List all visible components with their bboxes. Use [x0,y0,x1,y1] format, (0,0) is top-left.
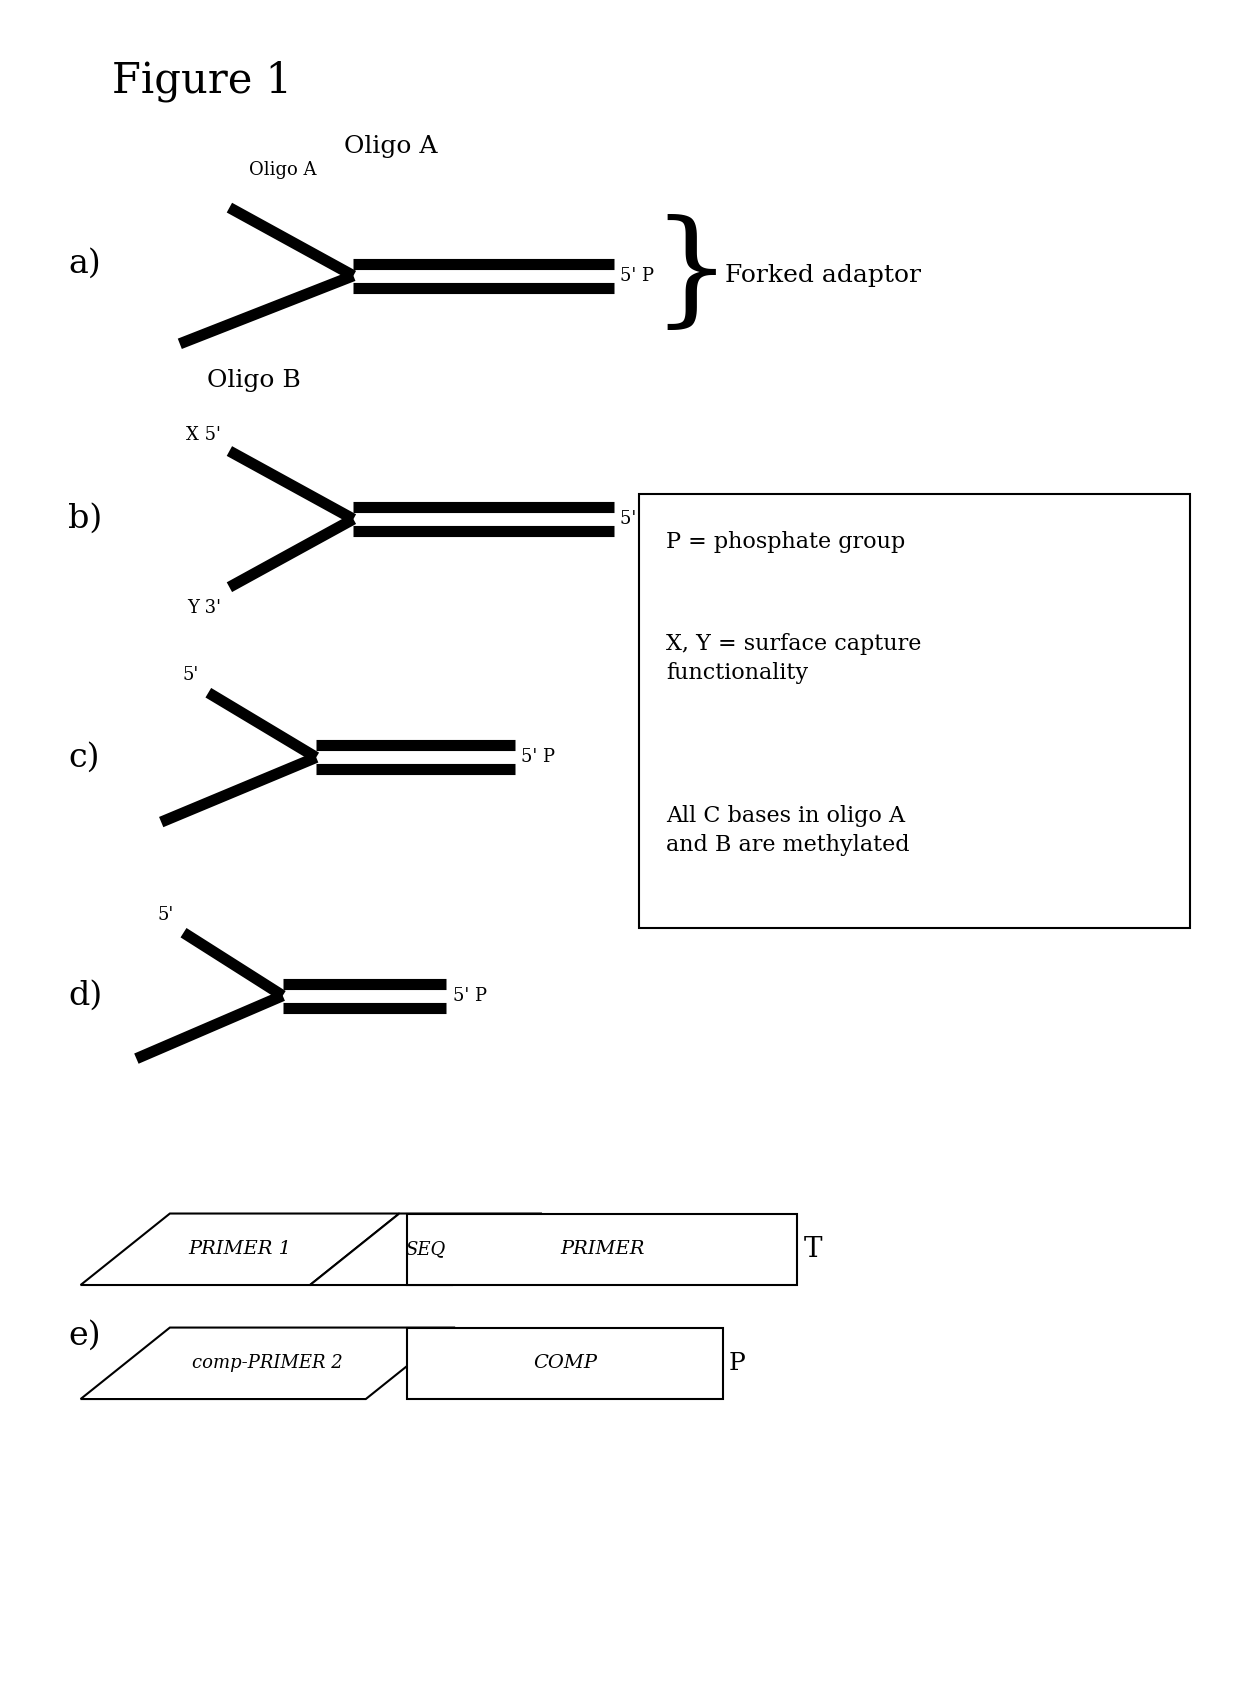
Text: }: } [651,214,730,337]
Text: 5': 5' [182,665,198,684]
Polygon shape [81,1328,455,1399]
Text: c): c) [68,742,99,773]
Text: Oligo A: Oligo A [343,134,438,158]
Text: PRIMER: PRIMER [559,1241,645,1258]
Text: b): b) [68,504,103,534]
Text: d): d) [68,980,103,1011]
Text: Figure 1: Figure 1 [112,60,291,102]
Bar [407,1214,797,1285]
Text: X, Y = surface capture
functionality: X, Y = surface capture functionality [666,633,921,684]
Text: 5': 5' [157,905,174,924]
Text: e): e) [68,1321,100,1351]
Text: Oligo A: Oligo A [249,160,316,179]
Text: COMP: COMP [533,1355,596,1372]
Text: 5' P: 5' P [620,267,653,284]
Text: Forked adaptor: Forked adaptor [725,264,921,288]
Text: All C bases in oligo A
and B are methylated: All C bases in oligo A and B are methyla… [666,805,909,856]
Text: X 5': X 5' [186,426,221,444]
Text: 5' P: 5' P [620,511,653,528]
Polygon shape [81,1214,399,1285]
Text: Y 3': Y 3' [187,599,221,618]
Text: T: T [804,1236,822,1263]
Polygon shape [310,1214,542,1285]
Text: 5' P: 5' P [453,987,486,1004]
Text: Oligo B: Oligo B [207,369,301,393]
Text: PRIMER 1: PRIMER 1 [188,1241,291,1258]
Text: 5' P: 5' P [521,749,554,766]
Text: SEQ: SEQ [405,1241,446,1258]
Text: a): a) [68,248,100,279]
Bar [407,1328,723,1399]
FancyBboxPatch shape [639,494,1190,928]
Text: P = phosphate group: P = phosphate group [666,531,905,553]
Text: comp-PRIMER 2: comp-PRIMER 2 [192,1355,343,1372]
Text: P: P [729,1351,746,1375]
